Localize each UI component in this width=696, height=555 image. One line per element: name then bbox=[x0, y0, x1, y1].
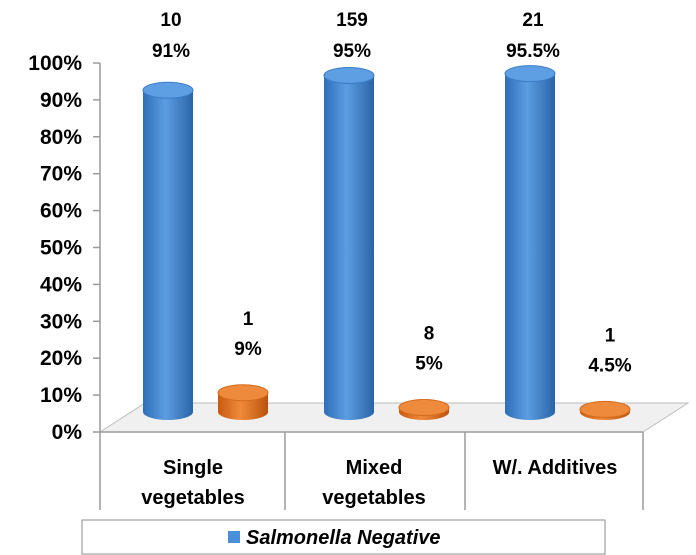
category-label: Mixed vegetables bbox=[322, 457, 425, 509]
bar-cap bbox=[323, 66, 375, 84]
y-axis: 0% 10% 20% 30% 40% 50% 60% 70% 80% 90% 100% bbox=[28, 52, 100, 444]
bar-blue-3 bbox=[504, 65, 556, 420]
data-label-percent: 95% bbox=[333, 41, 371, 62]
x-axis: Single vegetables Mixed vegetables W/. Addit… bbox=[141, 457, 617, 509]
bar-orange-3 bbox=[579, 400, 631, 420]
bar-orange-2 bbox=[398, 399, 450, 420]
y-tick-label: 80% bbox=[40, 126, 82, 149]
bar-body bbox=[143, 90, 193, 421]
bar-cap bbox=[579, 400, 631, 418]
bar-orange-1 bbox=[217, 384, 269, 420]
category-dividers bbox=[99, 432, 644, 510]
bar-cap bbox=[142, 81, 194, 99]
bar-cap bbox=[398, 399, 450, 417]
legend-swatch-salmonella-negative bbox=[228, 531, 240, 543]
category-label: Single vegetables bbox=[141, 457, 244, 509]
bar-cap bbox=[504, 65, 556, 83]
legend-box bbox=[81, 519, 606, 555]
y-tick-label: 20% bbox=[40, 347, 82, 370]
y-tick-label: 40% bbox=[40, 273, 82, 296]
data-labels: 10 91% 159 95% 21 95.5% 1 9% 8 5% 1 4.5% bbox=[152, 10, 632, 376]
data-label-count: 8 bbox=[424, 324, 435, 345]
data-label-count: 1 bbox=[605, 325, 616, 346]
y-tick-label: 70% bbox=[40, 163, 82, 186]
y-tick-label: 60% bbox=[40, 200, 82, 223]
y-tick-label: 100% bbox=[28, 52, 82, 75]
data-label-count: 159 bbox=[336, 10, 368, 31]
bar-blue-2 bbox=[323, 66, 375, 420]
legend-label-salmonella-negative: Salmonella Negative bbox=[246, 527, 441, 549]
data-label-percent: 95.5% bbox=[506, 41, 560, 62]
data-label-percent: 4.5% bbox=[588, 355, 631, 376]
data-label-count: 21 bbox=[522, 10, 544, 31]
data-label-percent: 91% bbox=[152, 41, 190, 62]
bars bbox=[142, 65, 631, 421]
data-label-percent: 5% bbox=[415, 354, 443, 375]
y-tick-label: 30% bbox=[40, 310, 82, 333]
data-label-count: 1 bbox=[243, 309, 254, 330]
legend: Salmonella Negative bbox=[81, 519, 606, 555]
y-tick-label: 90% bbox=[40, 89, 82, 112]
bar-body bbox=[324, 75, 374, 420]
bar-blue-1 bbox=[142, 81, 194, 421]
y-tick-label: 50% bbox=[40, 237, 82, 260]
data-label-count: 10 bbox=[160, 10, 181, 31]
bar-body bbox=[505, 73, 555, 420]
y-tick-label: 0% bbox=[52, 421, 83, 444]
y-tick-label: 10% bbox=[40, 384, 82, 407]
category-label: W/. Additives bbox=[493, 457, 618, 479]
bar-cap bbox=[217, 384, 269, 402]
data-label-percent: 9% bbox=[234, 339, 262, 360]
